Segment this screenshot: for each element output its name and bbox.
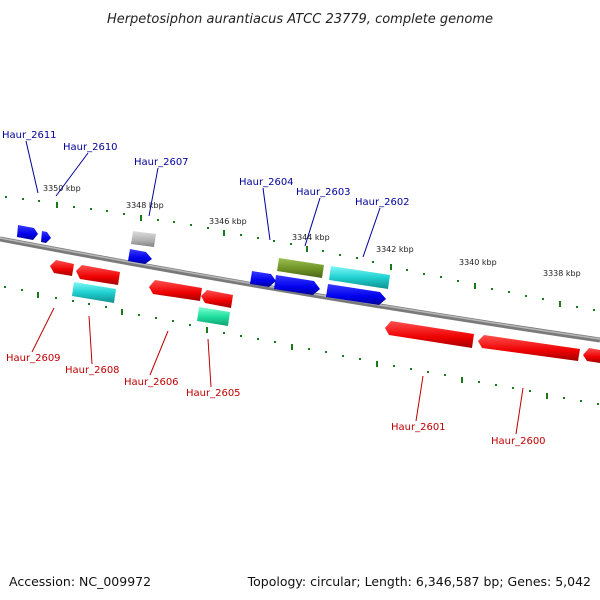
gene-haur-2610[interactable] — [128, 249, 152, 264]
gene-haur-2605[interactable] — [197, 307, 230, 326]
label-haur-2605[interactable]: Haur_2605 — [186, 388, 241, 399]
label-haur-2603[interactable]: Haur_2603 — [296, 187, 351, 198]
gene-haur-2611[interactable] — [17, 225, 51, 243]
gene-haur-2604[interactable] — [250, 271, 320, 295]
gene-haur-2608[interactable] — [72, 282, 116, 303]
label-haur-2609[interactable]: Haur_2609 — [6, 353, 61, 364]
scale-label-3340: 3340 kbp — [459, 258, 497, 267]
label-haur-2607[interactable]: Haur_2607 — [134, 157, 189, 168]
label-haur-2601[interactable]: Haur_2601 — [391, 422, 446, 433]
gene-haur-2602[interactable] — [326, 266, 390, 305]
scale-label-3342: 3342 kbp — [376, 245, 414, 254]
scale-label-3344: 3344 kbp — [292, 233, 330, 242]
gene-haur-2606[interactable] — [149, 280, 233, 308]
genome-title: Herpetosiphon aurantiacus ATCC 23779, co… — [107, 12, 493, 27]
label-haur-2600[interactable]: Haur_2600 — [491, 436, 546, 447]
scale-label-3338: 3338 kbp — [543, 269, 581, 278]
gene-haur-2603[interactable] — [277, 258, 324, 278]
reverse-strand-genes — [50, 260, 600, 363]
scale-label-3346: 3346 kbp — [209, 217, 247, 226]
label-haur-2604[interactable]: Haur_2604 — [239, 177, 294, 188]
label-haur-2610[interactable]: Haur_2610 — [63, 142, 118, 153]
outer-scale-ticks — [5, 196, 595, 311]
label-haur-2608[interactable]: Haur_2608 — [65, 365, 120, 376]
label-haur-2602[interactable]: Haur_2602 — [355, 197, 410, 208]
reverse-leader-lines — [31, 307, 524, 435]
genome-summary-text: Topology: circular; Length: 6,346,587 bp… — [247, 574, 591, 589]
label-haur-2606[interactable]: Haur_2606 — [124, 377, 179, 388]
scale-label-3348: 3348 kbp — [126, 201, 164, 210]
inner-scale-ticks — [4, 286, 599, 405]
gene-haur-2601[interactable] — [385, 321, 600, 363]
gene-haur-2609[interactable] — [50, 260, 120, 285]
forward-leader-lines — [25, 140, 381, 258]
forward-strand-genes — [17, 225, 390, 305]
accession-text: Accession: NC_009972 — [9, 574, 151, 589]
label-haur-2611[interactable]: Haur_2611 — [2, 130, 57, 141]
gene-haur-2607[interactable] — [131, 231, 156, 247]
